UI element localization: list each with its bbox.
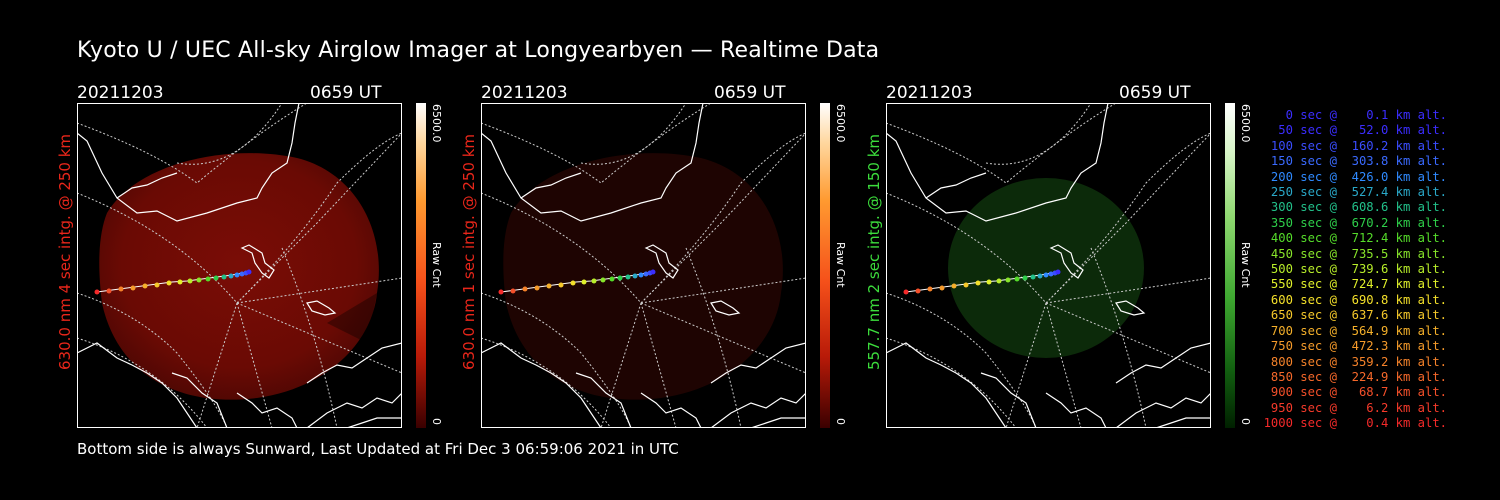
colorbar-min: 0 bbox=[1239, 418, 1252, 425]
colorbar-label: Raw Cnt bbox=[834, 242, 847, 288]
legend-item: 150 sec @ 303.8 km alt. bbox=[1263, 154, 1447, 169]
coastline-map bbox=[77, 103, 402, 428]
lat-lon-grid bbox=[481, 103, 806, 428]
allsky-image bbox=[77, 103, 402, 428]
legend-item: 350 sec @ 670.2 km alt. bbox=[1263, 215, 1447, 230]
satellite-track bbox=[94, 269, 252, 295]
legend-item: 300 sec @ 608.6 km alt. bbox=[1263, 200, 1447, 215]
airglow-emission-red bbox=[99, 153, 379, 400]
legend-item: 950 sec @ 6.2 km alt. bbox=[1263, 400, 1447, 415]
legend-item: 850 sec @ 224.9 km alt. bbox=[1263, 369, 1447, 384]
airglow-emission-red bbox=[503, 153, 783, 400]
airglow-emission-green bbox=[948, 178, 1144, 358]
colorbar-min: 0 bbox=[430, 418, 443, 425]
colorbar-max: 6500.0 bbox=[430, 104, 443, 143]
panel-date: 20211203 bbox=[77, 83, 164, 103]
airglow-panel-630-4sec: 20211203 0659 UT bbox=[77, 80, 452, 430]
colorbar-min: 0 bbox=[834, 418, 847, 425]
colorbar-max: 6500.0 bbox=[834, 104, 847, 143]
panel-ylabel: 557.7 nm 2 sec intg. @ 150 km bbox=[865, 133, 883, 370]
footer-note: Bottom side is always Sunward, Last Upda… bbox=[77, 440, 679, 458]
legend-item: 800 sec @ 359.2 km alt. bbox=[1263, 354, 1447, 369]
legend-item: 900 sec @ 68.7 km alt. bbox=[1263, 385, 1447, 400]
altitude-time-legend: 0 sec @ 0.1 km alt. 50 sec @ 52.0 km alt… bbox=[1262, 108, 1447, 432]
panel-date: 20211203 bbox=[886, 83, 973, 103]
allsky-image bbox=[481, 103, 806, 428]
colorbar-label: Raw Cnt bbox=[430, 242, 443, 288]
satellite-track bbox=[498, 269, 656, 295]
legend-item: 750 sec @ 472.3 km alt. bbox=[1263, 339, 1447, 354]
legend-item: 200 sec @ 426.0 km alt. bbox=[1263, 169, 1447, 184]
panel-ylabel: 630.0 nm 4 sec intg. @ 250 km bbox=[56, 133, 74, 370]
allsky-image bbox=[886, 103, 1211, 428]
legend-item: 0 sec @ 0.1 km alt. bbox=[1263, 108, 1447, 122]
page-title: Kyoto U / UEC All-sky Airglow Imager at … bbox=[77, 38, 880, 63]
panel-time: 0659 UT bbox=[310, 83, 382, 103]
legend-item: 700 sec @ 564.9 km alt. bbox=[1263, 323, 1447, 338]
colorbar-label: Raw Cnt bbox=[1239, 242, 1252, 288]
legend-item: 450 sec @ 735.5 km alt. bbox=[1263, 246, 1447, 261]
airglow-panel-630-1sec: 20211203 0659 UT bbox=[481, 80, 856, 430]
legend-item: 650 sec @ 637.6 km alt. bbox=[1263, 308, 1447, 323]
legend-item: 400 sec @ 712.4 km alt. bbox=[1263, 231, 1447, 246]
legend-item: 600 sec @ 690.8 km alt. bbox=[1263, 292, 1447, 307]
coastline-map bbox=[481, 103, 806, 428]
lat-lon-grid bbox=[886, 103, 1211, 428]
panel-time: 0659 UT bbox=[1119, 83, 1191, 103]
airglow-panel-557-2sec: 20211203 0659 UT bbox=[886, 80, 1261, 430]
lat-lon-grid bbox=[77, 103, 402, 428]
satellite-track bbox=[903, 269, 1061, 295]
colorbar bbox=[820, 103, 830, 428]
coastline-map bbox=[886, 103, 1211, 428]
legend-item: 250 sec @ 527.4 km alt. bbox=[1263, 185, 1447, 200]
legend-item: 100 sec @ 160.2 km alt. bbox=[1263, 138, 1447, 153]
legend-item: 50 sec @ 52.0 km alt. bbox=[1263, 123, 1447, 138]
colorbar bbox=[416, 103, 426, 428]
legend-item: 500 sec @ 739.6 km alt. bbox=[1263, 262, 1447, 277]
colorbar-max: 6500.0 bbox=[1239, 104, 1252, 143]
panel-date: 20211203 bbox=[481, 83, 568, 103]
panel-ylabel: 630.0 nm 1 sec intg. @ 250 km bbox=[460, 133, 478, 370]
legend-item: 550 sec @ 724.7 km alt. bbox=[1263, 277, 1447, 292]
panel-time: 0659 UT bbox=[714, 83, 786, 103]
legend-item: 1000 sec @ 0.4 km alt. bbox=[1263, 416, 1447, 431]
colorbar bbox=[1225, 103, 1235, 428]
